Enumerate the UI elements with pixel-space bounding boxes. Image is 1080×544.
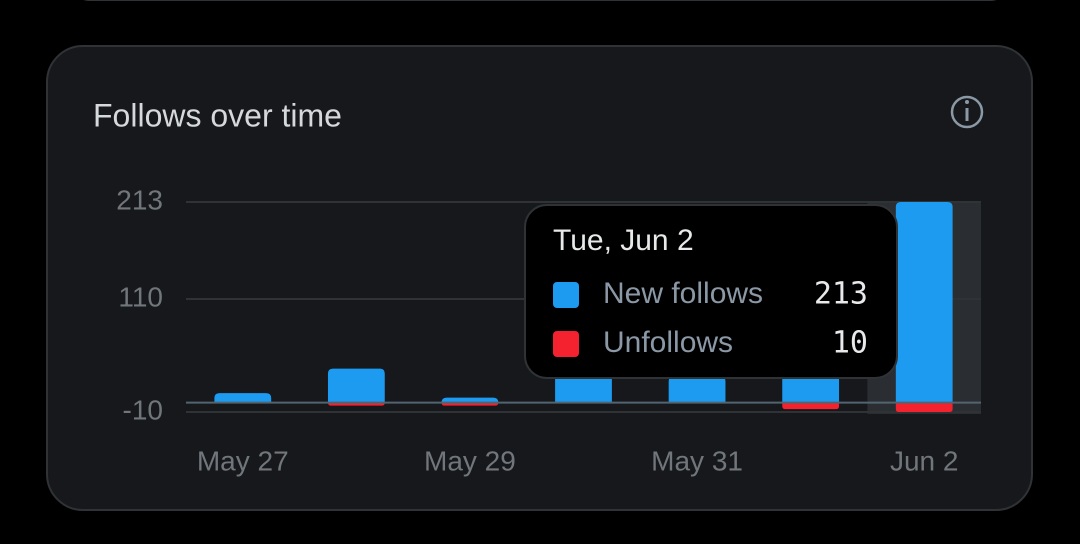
bar: [555, 374, 612, 403]
y-tick-label: -10: [123, 394, 163, 425]
y-tick-label: 110: [118, 281, 163, 312]
tooltip-label: Unfollows: [603, 326, 733, 359]
bar: [668, 376, 726, 403]
tooltip-box: [524, 204, 898, 379]
bar: [441, 397, 499, 403]
tooltip-value: 10: [832, 326, 868, 361]
tooltip-swatch: [553, 282, 579, 308]
tooltip: Tue, Jun 2 New follows 213 Unfollows 10: [524, 204, 898, 379]
x-tick-label: May 31: [651, 445, 743, 476]
bar: [214, 393, 272, 403]
x-tick-label: May 29: [424, 445, 516, 476]
bar: [895, 201, 953, 403]
plot: -10 110 213 May 27 May 29 May 31 Jun 2: [116, 184, 981, 476]
bar: [327, 368, 385, 403]
bar: [782, 402, 840, 410]
tooltip-swatch: [553, 331, 579, 357]
x-tick-label: May 27: [197, 445, 289, 476]
bar: [895, 402, 953, 412]
tooltip-title: Tue, Jun 2: [553, 224, 694, 257]
tooltip-value: 213: [814, 277, 868, 312]
chart-title: Follows over time: [93, 97, 342, 133]
tooltip-label: New follows: [603, 277, 763, 310]
y-tick-label: 213: [116, 184, 163, 215]
info-icon[interactable]: [950, 95, 984, 129]
x-tick-label: Jun 2: [890, 445, 959, 476]
